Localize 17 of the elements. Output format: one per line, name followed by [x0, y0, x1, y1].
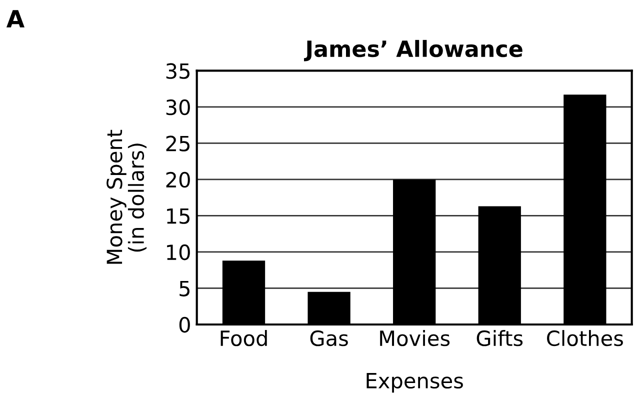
y-tick-label: 20 [166, 172, 190, 188]
x-tick-label: Movies [380, 330, 450, 346]
x-tick-label: Food [220, 330, 267, 346]
y-tick-label: 10 [167, 244, 190, 260]
x-tick-label: Gas [310, 330, 348, 346]
x-tick-label: Gifts [476, 330, 523, 346]
y-tick-label: 0 [179, 316, 190, 333]
y-tick-label: 35 [166, 63, 190, 79]
y-tick-label: 15 [167, 208, 190, 224]
text: A [6, 10, 25, 28]
y-tick-label: 25 [166, 136, 190, 152]
x-axis-title: Expenses [366, 373, 463, 393]
y-axis-title: Money Spent (in dollars) [106, 130, 147, 264]
x-tick-label: Clothes [547, 330, 623, 346]
chart-title: James’ Allowance [304, 40, 522, 62]
y-tick-label: 30 [166, 99, 190, 116]
y-tick-label: 5 [180, 280, 190, 296]
